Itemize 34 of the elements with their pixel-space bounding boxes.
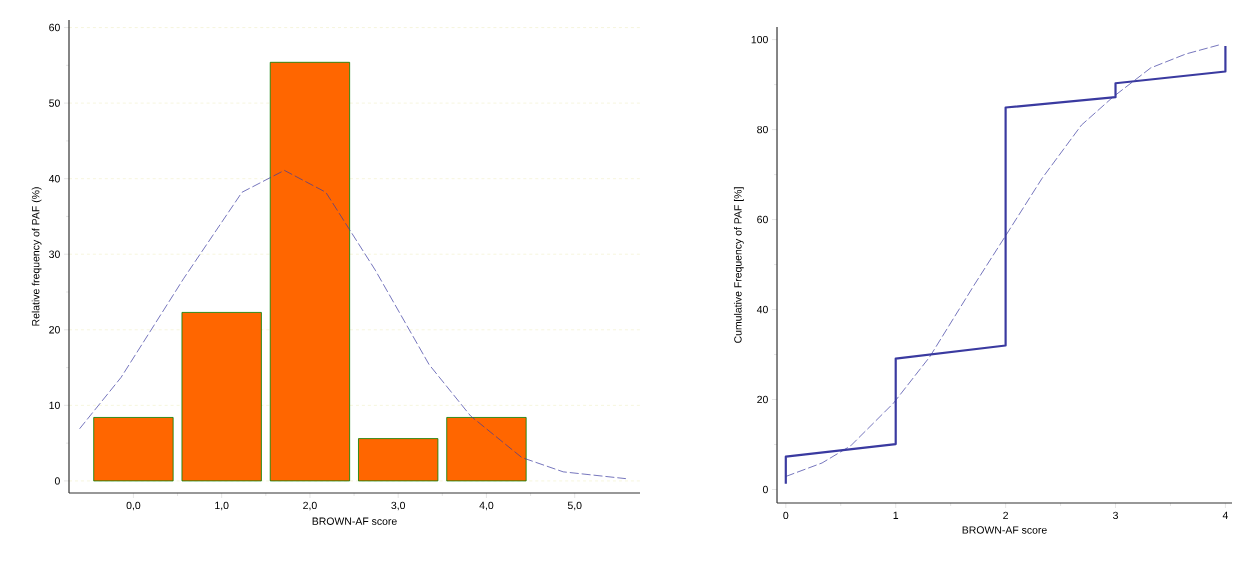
x-tick-label: 1,0 <box>215 501 229 511</box>
y-tick-label: 0 <box>54 477 60 485</box>
y-tick-label: 60 <box>757 215 768 224</box>
bar <box>269 61 351 482</box>
bar <box>93 417 174 482</box>
line-series <box>79 170 627 479</box>
x-tick-label: 4 <box>1222 511 1229 519</box>
y-tick-label: 60 <box>49 23 60 32</box>
x-tick-label: 0 <box>783 511 789 520</box>
x-axis-title: BROWN-AF score <box>962 526 1047 534</box>
y-tick-label: 100 <box>751 35 768 44</box>
bar <box>446 417 527 482</box>
x-tick-label: 5,0 <box>567 501 582 511</box>
bar <box>358 438 439 482</box>
x-axis-title: BROWN-AF score <box>312 517 397 525</box>
x-tick-label: 3,0 <box>391 501 406 511</box>
x-tick-label: 4,0 <box>479 501 494 511</box>
x-tick-label: 1 <box>893 511 899 519</box>
y-tick-label: 20 <box>49 326 60 334</box>
x-tick-label: 2 <box>1003 511 1008 519</box>
y-tick-label: 80 <box>757 125 768 134</box>
bar <box>181 312 262 482</box>
x-tick-label: 3 <box>1113 511 1118 520</box>
x-tick-label: 2,0 <box>303 501 317 511</box>
x-tick-label: 0,0 <box>126 501 141 511</box>
y-tick-label: 10 <box>49 401 60 410</box>
y-axis-title: Cumulative Frequency of PAF [%] <box>733 187 744 343</box>
y-tick-label: 30 <box>49 250 60 258</box>
y-tick-label: 0 <box>762 485 768 494</box>
y-tick-label: 40 <box>756 305 768 314</box>
y-tick-label: 50 <box>49 99 60 107</box>
y-tick-label: 20 <box>757 395 768 404</box>
y-axis-title: Relative frequency of PAF (%) <box>31 187 42 326</box>
y-tick-label: 40 <box>48 174 60 183</box>
